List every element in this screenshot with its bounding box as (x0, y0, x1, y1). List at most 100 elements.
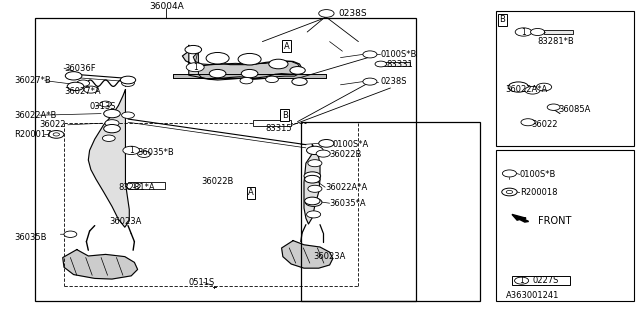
Circle shape (307, 211, 321, 218)
Circle shape (308, 160, 322, 167)
Polygon shape (182, 45, 302, 79)
Circle shape (305, 197, 320, 205)
Circle shape (305, 198, 322, 206)
Text: 36027*B: 36027*B (14, 76, 51, 85)
Text: 83281*B: 83281*B (538, 37, 574, 46)
Circle shape (77, 80, 90, 86)
Text: 36022A*A: 36022A*A (506, 85, 548, 94)
Bar (512, 276, 570, 285)
Polygon shape (193, 46, 301, 80)
Circle shape (506, 190, 513, 194)
Bar (128, 182, 165, 189)
Circle shape (319, 10, 334, 17)
Text: B: B (499, 15, 506, 24)
Text: 36035B: 36035B (14, 233, 47, 242)
Circle shape (84, 86, 98, 93)
Polygon shape (304, 145, 320, 224)
Circle shape (319, 140, 334, 147)
Circle shape (120, 76, 136, 84)
Circle shape (547, 104, 560, 110)
Text: 0238S: 0238S (338, 9, 367, 18)
Circle shape (515, 28, 532, 36)
Text: 1: 1 (131, 183, 136, 189)
Circle shape (304, 172, 321, 180)
Circle shape (292, 78, 307, 85)
Text: 1: 1 (519, 276, 524, 285)
Text: 0227S: 0227S (532, 276, 559, 285)
Circle shape (100, 101, 111, 107)
Text: 1: 1 (129, 146, 134, 155)
Text: 36022A*A: 36022A*A (325, 183, 367, 192)
Circle shape (104, 109, 120, 118)
Circle shape (363, 51, 377, 58)
Text: 1: 1 (193, 63, 198, 72)
Text: 0238S: 0238S (380, 77, 406, 86)
Polygon shape (512, 214, 529, 222)
Bar (496, 11, 634, 146)
Circle shape (316, 150, 330, 157)
Text: 36085A: 36085A (558, 105, 591, 114)
Circle shape (209, 69, 226, 78)
Bar (173, 74, 326, 78)
Circle shape (240, 77, 253, 84)
Circle shape (269, 59, 288, 69)
Circle shape (290, 67, 305, 74)
Circle shape (241, 69, 258, 78)
Circle shape (206, 52, 229, 64)
Text: 36022: 36022 (531, 120, 557, 129)
Circle shape (307, 146, 323, 155)
Bar (253, 120, 291, 126)
Bar (384, 62, 410, 66)
Text: 36035*B: 36035*B (138, 148, 174, 156)
Text: 0100S*A: 0100S*A (333, 140, 369, 149)
Text: 1: 1 (521, 28, 526, 36)
Circle shape (122, 80, 134, 86)
Circle shape (308, 185, 322, 192)
Circle shape (266, 76, 278, 83)
Text: A: A (248, 188, 253, 197)
Text: 0511S: 0511S (189, 278, 215, 287)
Text: 36036F: 36036F (64, 64, 95, 73)
Text: 36022B: 36022B (330, 150, 362, 159)
Text: 36023A: 36023A (314, 252, 346, 261)
Circle shape (104, 124, 120, 133)
Text: A: A (284, 42, 289, 51)
Circle shape (65, 72, 82, 80)
Circle shape (186, 63, 204, 72)
Text: 36035*A: 36035*A (330, 199, 366, 208)
Polygon shape (282, 241, 333, 268)
Circle shape (375, 61, 387, 67)
Circle shape (67, 82, 84, 91)
Circle shape (123, 146, 140, 155)
Text: A363001241: A363001241 (506, 292, 559, 300)
Circle shape (126, 182, 140, 189)
Circle shape (105, 120, 119, 127)
Circle shape (49, 131, 64, 138)
Text: 36022: 36022 (40, 120, 66, 129)
Circle shape (102, 135, 115, 141)
Circle shape (508, 82, 529, 92)
Text: 83315: 83315 (266, 124, 292, 132)
Text: 0100S*B: 0100S*B (380, 50, 417, 59)
Bar (496, 150, 634, 301)
Polygon shape (88, 90, 129, 227)
Text: B: B (282, 111, 288, 120)
Circle shape (305, 175, 320, 183)
Circle shape (521, 119, 535, 126)
Circle shape (138, 151, 150, 157)
Text: 0100S*B: 0100S*B (520, 170, 556, 179)
Polygon shape (63, 250, 138, 279)
Circle shape (185, 45, 202, 54)
Bar (173, 74, 326, 78)
Text: R200018: R200018 (520, 188, 557, 197)
Bar (35, 18, 416, 301)
Circle shape (64, 231, 77, 237)
Circle shape (531, 28, 545, 36)
Text: 36027*A: 36027*A (64, 87, 100, 96)
Text: 36022A*B: 36022A*B (14, 111, 56, 120)
Circle shape (502, 188, 517, 196)
Bar (301, 122, 480, 301)
Bar (544, 30, 573, 34)
Text: FRONT: FRONT (538, 216, 571, 227)
Circle shape (502, 170, 516, 177)
